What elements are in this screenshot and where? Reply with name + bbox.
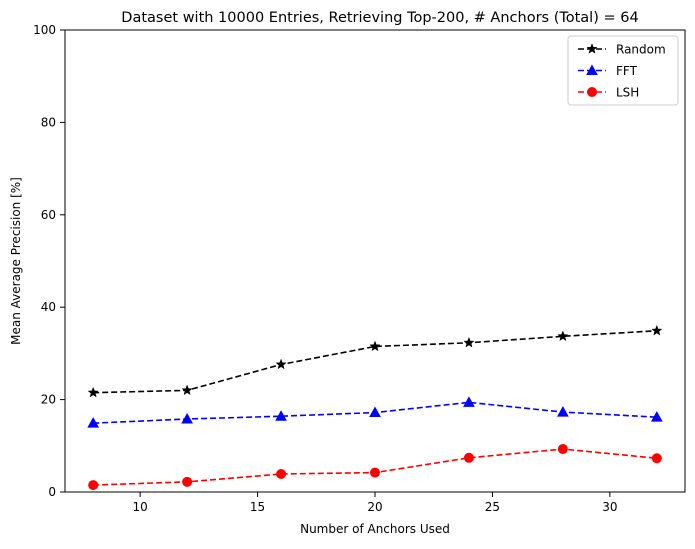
series-group xyxy=(87,324,663,491)
data-point-random xyxy=(87,386,99,398)
y-tick-label: 80 xyxy=(41,115,56,129)
data-point-random xyxy=(181,384,193,396)
data-point-fft xyxy=(463,396,475,407)
x-tick-label: 25 xyxy=(485,500,500,514)
y-tick-label: 20 xyxy=(41,393,56,407)
x-tick-label: 20 xyxy=(367,500,382,514)
series-line-lsh xyxy=(93,448,657,486)
y-tick-label: 0 xyxy=(48,485,56,499)
data-point-lsh xyxy=(88,480,99,491)
x-tick-label: 10 xyxy=(133,500,148,514)
legend-label-random: Random xyxy=(616,43,666,57)
y-tick-label: 60 xyxy=(41,208,56,222)
y-axis-label: Mean Average Precision [%] xyxy=(9,177,23,345)
legend-marker-fft xyxy=(586,64,598,75)
data-point-fft xyxy=(650,411,663,422)
legend-marker-random xyxy=(586,43,598,54)
series-random xyxy=(87,324,663,398)
y-tick-label: 40 xyxy=(41,300,56,314)
data-point-fft xyxy=(369,406,381,418)
legend-label-lsh: LSH xyxy=(616,86,639,100)
data-point-random xyxy=(557,330,569,342)
data-point-random xyxy=(369,340,381,352)
x-tick-label: 15 xyxy=(250,500,265,514)
series-line-random xyxy=(93,329,657,394)
data-point-lsh xyxy=(276,468,287,479)
data-point-lsh xyxy=(182,476,193,487)
data-point-lsh xyxy=(651,453,662,464)
y-tick-label: 100 xyxy=(33,23,56,37)
series-lsh xyxy=(88,444,662,491)
legend-box xyxy=(567,35,679,106)
series-fft xyxy=(87,396,663,428)
legend-marker-lsh xyxy=(587,87,597,97)
x-tick-label: 30 xyxy=(602,500,617,514)
data-point-fft xyxy=(87,417,100,428)
data-point-lsh xyxy=(370,467,380,478)
data-point-fft xyxy=(557,406,569,417)
y-axis: 0 20 40 60 80 100 xyxy=(33,23,65,499)
data-point-random xyxy=(463,336,475,348)
data-point-lsh xyxy=(557,444,568,455)
data-point-random xyxy=(651,324,663,336)
legend: Random FFT LSH xyxy=(567,35,679,106)
x-axis-label: Number of Anchors Used xyxy=(300,522,450,536)
chart-title: Dataset with 10000 Entries, Retrieving T… xyxy=(121,10,638,26)
x-axis: 10 15 20 25 30 xyxy=(133,492,617,514)
data-point-fft xyxy=(181,412,193,424)
data-point-lsh xyxy=(463,452,474,463)
data-point-random xyxy=(275,358,287,370)
legend-label-fft: FFT xyxy=(616,64,638,78)
data-point-fft xyxy=(275,410,287,421)
